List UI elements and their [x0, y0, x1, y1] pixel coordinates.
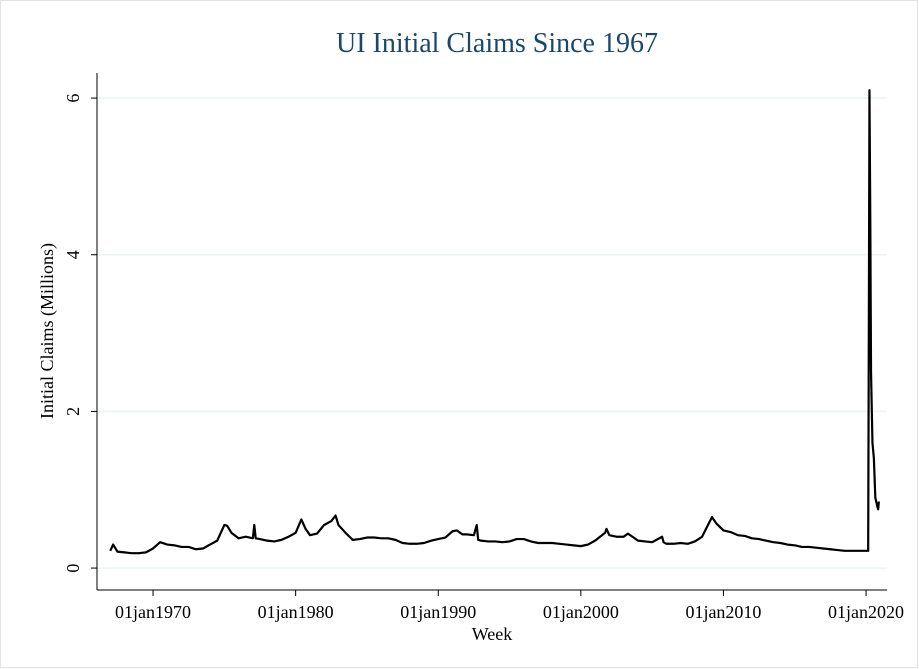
chart-title: UI Initial Claims Since 1967: [336, 28, 658, 59]
x-tick-label: 01jan1980: [258, 602, 334, 622]
y-tick-label: 4: [63, 250, 83, 259]
x-tick-label: 01jan1990: [400, 602, 476, 622]
y-tick-label: 0: [63, 564, 83, 573]
x-tick-label: 01jan2020: [828, 602, 904, 622]
y-tick-label: 2: [63, 407, 83, 416]
x-axis-title: Week: [472, 624, 513, 644]
line: [109, 89, 880, 555]
x-tick-label: 01jan2000: [543, 602, 619, 622]
y-axis-title: Initial Claims (Millions): [37, 243, 58, 419]
x-tick-label: 01jan2010: [685, 602, 761, 622]
x-tick-label: 01jan1970: [115, 602, 191, 622]
y-tick-label: 6: [63, 94, 83, 103]
